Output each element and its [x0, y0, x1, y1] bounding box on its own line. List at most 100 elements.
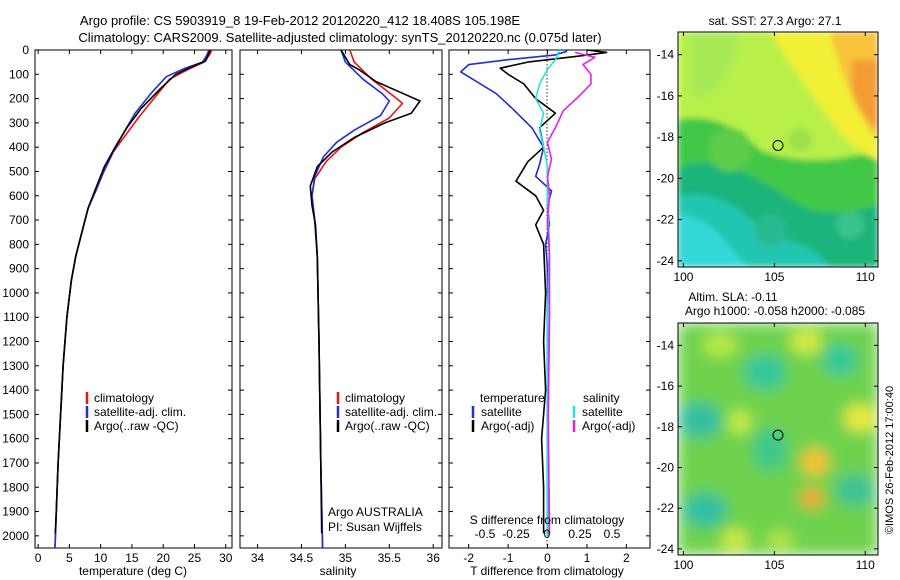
x-tick-label: 34.5 — [290, 551, 314, 565]
y-tick-label: 0 — [22, 43, 29, 57]
argo-location-marker — [772, 429, 784, 441]
x-tick-label: 25 — [188, 551, 202, 565]
series-line-t-satellite — [459, 50, 568, 536]
difference-panel: -2 -1 0 1 2 T difference from climatology S … — [448, 49, 651, 578]
x-tick-label: 35 — [339, 551, 353, 565]
legend-header-salinity: salinity — [583, 391, 620, 405]
y-tick-label: -24 — [657, 542, 675, 556]
series-line-argo-raw-qc- — [54, 49, 211, 534]
y-tick-label: 1500 — [2, 407, 29, 421]
x-tick-label: 1 — [584, 551, 591, 565]
x-tick-label: 105 — [764, 270, 784, 284]
y-tick-label: 1000 — [2, 286, 29, 300]
x-tick-label: 20 — [157, 551, 171, 565]
y-tick-label: -22 — [657, 501, 675, 515]
y-tick-label: -18 — [657, 130, 675, 144]
legend-label-climatology: climatology — [345, 391, 405, 405]
y-tick-label: 1400 — [2, 383, 29, 397]
y-tick-label: 700 — [9, 213, 29, 227]
y-tick-label: 300 — [9, 116, 29, 130]
y-tick-label: 1800 — [2, 480, 29, 494]
y-tick-label: -18 — [657, 420, 675, 434]
sla-map-title: Altim. SLA: -0.11 — [688, 290, 777, 304]
y-tick-label: 1100 — [3, 310, 29, 324]
sst-heatmap — [678, 32, 878, 267]
difference-xlabel: T difference from climatology — [470, 564, 624, 578]
series-line-t-argo-adj- — [499, 49, 608, 534]
y-tick-label: 500 — [9, 164, 29, 178]
sst-map-frame — [677, 31, 879, 268]
sla-map-frame — [677, 322, 879, 556]
x-tick-label: 2 — [623, 551, 630, 565]
temperature-xlabel: temperature (deg C) — [79, 564, 187, 578]
salinity-axes-frame — [239, 49, 443, 549]
x-tick-label: 0 — [35, 551, 42, 565]
x-tick-label: -2 — [463, 551, 474, 565]
y-tick-label: -16 — [657, 379, 675, 393]
s-diff-tick-label: 0.25 — [568, 527, 592, 541]
y-tick-label: -14 — [657, 48, 675, 62]
x-tick-label: 30 — [219, 551, 233, 565]
temperature-axes-frame — [34, 49, 233, 549]
x-tick-label: 10 — [94, 551, 108, 565]
difference-legend: temperature salinity satellite Argo(-adj… — [471, 391, 635, 433]
y-tick-label: 600 — [9, 189, 29, 203]
y-tick-label: -22 — [657, 213, 675, 227]
argo-location-marker — [772, 140, 784, 151]
x-tick-label: 100 — [673, 270, 693, 284]
s-diff-tick-label: -0.25 — [502, 527, 530, 541]
x-tick-label: -1 — [503, 551, 514, 565]
sst-map-title: sat. SST: 27.3 Argo: 27.1 — [709, 14, 842, 28]
series-line-argo-raw-qc- — [309, 49, 421, 534]
legend-label-s-satellite: satellite — [582, 405, 623, 419]
legend-label-s-argo: Argo(-adj) — [582, 419, 635, 433]
y-tick-label: 1900 — [2, 505, 29, 519]
imos-watermark: ©IMOS 26-Feb-2012 17:00:40 — [884, 386, 896, 534]
figure-title-line1: Argo profile: CS 5903919_8 19-Feb-2012 2… — [80, 13, 521, 28]
sla-heatmap — [678, 323, 878, 555]
sla-map-panel: Altim. SLA: -0.11 Argo h1000: -0.058 h20… — [657, 290, 879, 572]
x-tick-label: 15 — [125, 551, 139, 565]
y-tick-label: 1200 — [2, 335, 29, 349]
y-tick-label: -20 — [657, 171, 675, 185]
y-tick-label: -16 — [657, 89, 675, 103]
legend-label-satellite: satellite-adj. clim. — [94, 405, 186, 419]
y-tick-label: 400 — [9, 140, 29, 154]
legend-label-t-satellite: satellite — [481, 405, 522, 419]
x-tick-label: 100 — [673, 558, 693, 572]
y-tick-label: 1600 — [2, 432, 29, 446]
pi-text: PI: Susan Wijffels — [328, 520, 422, 534]
y-tick-label: 900 — [9, 262, 29, 276]
salinity-xlabel: salinity — [320, 564, 357, 578]
x-tick-label: 36 — [427, 551, 441, 565]
x-tick-label: 5 — [66, 551, 73, 565]
y-tick-label: 100 — [9, 67, 29, 81]
y-tick-label: -24 — [657, 254, 675, 268]
salinity-legend: climatology satellite-adj. clim. Argo(..… — [336, 391, 437, 433]
x-tick-label: 0 — [544, 551, 551, 565]
sst-map-panel: sat. SST: 27.3 Argo: 27.1 100 105 110 -14 -1… — [657, 14, 879, 284]
legend-label-climatology: climatology — [94, 391, 154, 405]
legend-header-temperature: temperature — [480, 391, 545, 405]
series-line-s-satellite — [534, 49, 561, 536]
y-tick-label: -20 — [657, 460, 675, 474]
temperature-legend: climatology satellite-adj. clim. Argo(..… — [85, 391, 186, 433]
y-tick-label: 800 — [9, 237, 29, 251]
sla-map-subtitle: Argo h1000: -0.058 h2000: -0.085 — [685, 304, 865, 318]
s-diff-tick-label: -0.5 — [475, 527, 496, 541]
temperature-panel: 0100200300400500600700800900100011001200… — [2, 43, 232, 578]
x-tick-label: 110 — [856, 558, 875, 572]
s-diff-tick-label: 0 — [544, 527, 551, 541]
y-tick-label: 2000 — [2, 529, 29, 543]
y-tick-label: 1700 — [2, 456, 29, 470]
s-diff-tick-label: 0.5 — [604, 527, 621, 541]
y-tick-label: -14 — [657, 338, 675, 352]
x-tick-label: 35.5 — [378, 551, 402, 565]
x-tick-label: 34 — [251, 551, 265, 565]
legend-label-argo: Argo(..raw -QC) — [345, 419, 430, 433]
legend-label-satellite: satellite-adj. clim. — [345, 405, 437, 419]
figure-title-line2: Climatology: CARS2009. Satellite-adjuste… — [78, 30, 601, 45]
platform-text: Argo AUSTRALIA — [328, 505, 423, 519]
difference-top-label: S difference from climatology — [470, 513, 625, 527]
y-tick-label: 1300 — [2, 359, 29, 373]
